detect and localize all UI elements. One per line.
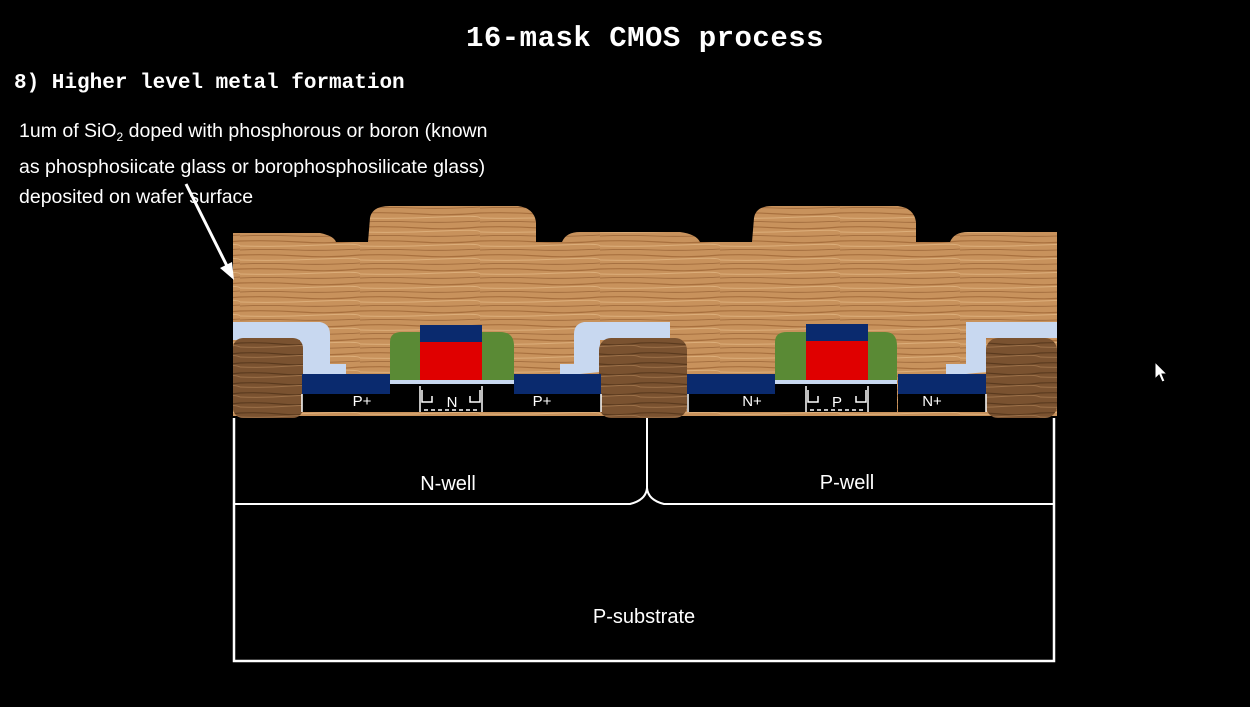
pmos-diffusion-band: [302, 394, 390, 412]
pmos-diffusion-band-right: [513, 394, 601, 412]
pwell-outline: [646, 487, 1054, 505]
mouse-cursor-icon: [1154, 361, 1169, 383]
description-line-1: 1um of SiO2 doped with phosphorous or bo…: [19, 120, 488, 144]
pmos-gate-poly: [420, 340, 482, 380]
label-pmos-source: P+: [353, 393, 372, 410]
pmos-channel-region: [390, 384, 514, 412]
label-nmos-source: N+: [742, 393, 762, 410]
description-text: 1um of SiO2 doped with phosphorous or bo…: [19, 116, 619, 212]
field-oxide-right: [986, 338, 1057, 418]
nmos-diffusion-band-right: [898, 394, 986, 412]
nmos-channel-region: [775, 384, 897, 412]
nmos-gate-poly: [806, 340, 868, 380]
nmos-diffusion-band: [687, 394, 775, 412]
slide-title: 16-mask CMOS process: [465, 22, 825, 55]
field-oxide-center: [599, 338, 687, 418]
label-pmos-drain: P+: [533, 393, 552, 410]
diffusion-outlines: [301, 386, 987, 412]
metal-nmos-source: [687, 374, 775, 394]
label-nmos-channel: P: [832, 394, 842, 411]
nmos-gate-oxide: [775, 380, 897, 384]
step-heading: 8) Higher level metal formation: [14, 72, 405, 95]
label-pwell: P-well: [820, 472, 874, 494]
nmos-gate-metal: [806, 324, 868, 341]
thin-oxide-center-left: [560, 322, 670, 376]
metal-pmos-drain: [513, 374, 601, 394]
substrate-outline: [232, 418, 1056, 663]
thin-oxide-right: [946, 322, 1057, 376]
label-nmos-drain: N+: [922, 393, 942, 410]
label-nwell: N-well: [420, 473, 476, 495]
metal-pmos-source: [302, 374, 390, 394]
thin-oxide-left: [233, 322, 346, 376]
pmos-gate-oxide: [390, 380, 514, 384]
label-pmos-channel: N: [447, 394, 458, 411]
field-oxide-left: [233, 338, 303, 418]
description-line-2: as phosphosiicate glass or borophosphosi…: [19, 156, 486, 178]
metal-nmos-drain: [898, 374, 986, 394]
label-substrate: P-substrate: [593, 606, 695, 628]
pmos-gate-metal: [420, 325, 482, 342]
annotation-arrow: [184, 183, 234, 280]
